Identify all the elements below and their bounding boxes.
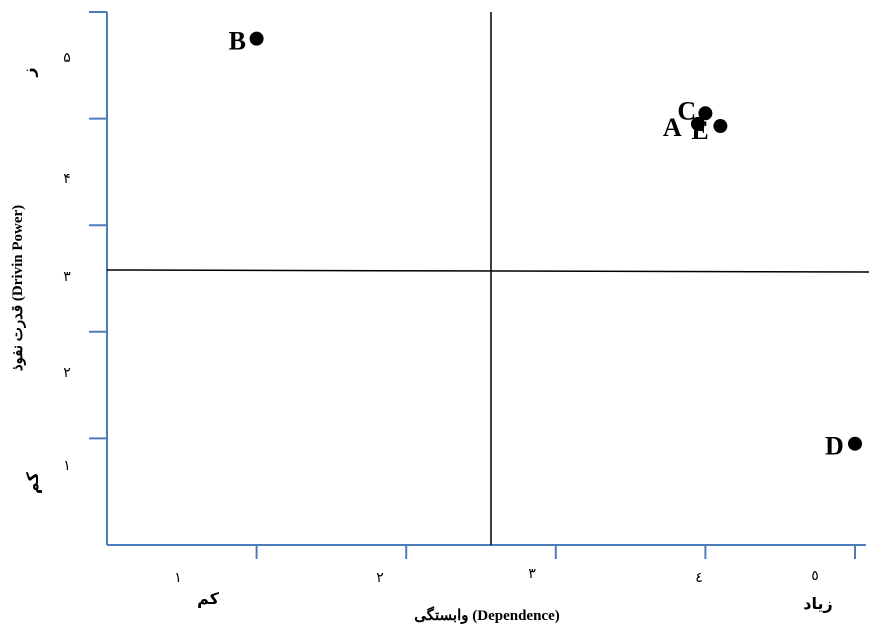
data-point-d [848,436,862,451]
data-point-c [698,106,713,121]
plot-area: ١ ٢ ٣ ٤ ٥ ١ ٢ ٣ ۴ ۵ B CA E D [63,11,869,586]
quadrant-divider-horizontal [106,269,869,273]
x-tick-label: ٥ [811,568,819,584]
data-point-a [690,116,705,131]
y-low-label: کم [23,471,42,494]
x-tick-label: ٢ [376,570,384,586]
point-label-d: D [825,432,844,461]
x-low-label: کم [197,589,220,608]
data-point-e [713,119,728,134]
y-ticks: ١ ٢ ٣ ۴ ۵ [63,11,107,474]
y-tick-label: ٢ [63,365,71,381]
x-tick-label: ٣ [528,566,536,582]
point-label-a: A [663,113,682,142]
x-ticks: ١ ٢ ٣ ٤ ٥ [174,545,856,586]
point-label-c: C [677,96,696,125]
y-axis-title: قدرت نفوذ (Drivin Power) [10,205,26,371]
y-tick-label: ١ [63,458,71,474]
x-tick-label: ٤ [695,570,703,586]
data-points: B CA E D [229,27,862,461]
point-label-b: B [229,27,246,56]
y-tick-label: ٣ [63,269,71,285]
x-axis-title: وابستگی (Dependence) [414,606,560,624]
x-tick-label: ١ [174,570,182,586]
point-label-e: E [691,116,708,145]
x-high-label: زیاد [803,594,832,613]
y-tick-label: ۵ [63,50,71,66]
data-point-b [249,31,264,46]
y-high-label: ز [19,67,38,77]
y-tick-label: ۴ [63,171,71,187]
